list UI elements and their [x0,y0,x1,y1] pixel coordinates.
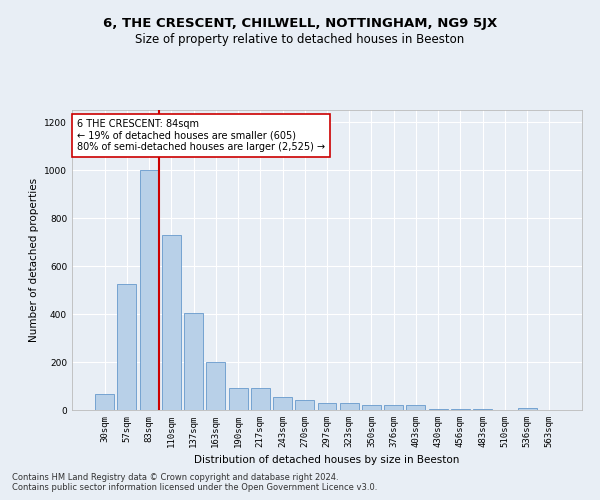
Bar [95,394,114,410]
Bar [140,170,158,410]
Text: Contains HM Land Registry data © Crown copyright and database right 2024.: Contains HM Land Registry data © Crown c… [12,472,338,482]
Bar [362,405,381,410]
Bar [206,362,225,410]
Bar [518,408,536,410]
Bar [451,409,470,410]
Bar [317,403,337,410]
Text: Contains public sector information licensed under the Open Government Licence v3: Contains public sector information licen… [12,484,377,492]
Bar [229,388,248,410]
Y-axis label: Number of detached properties: Number of detached properties [29,178,38,342]
Text: Size of property relative to detached houses in Beeston: Size of property relative to detached ho… [136,32,464,46]
Bar [162,235,181,410]
Bar [429,409,448,410]
Bar [340,403,359,410]
Bar [251,388,270,410]
Bar [473,409,492,410]
X-axis label: Distribution of detached houses by size in Beeston: Distribution of detached houses by size … [194,456,460,466]
Bar [273,397,292,410]
Bar [406,405,425,410]
Text: 6, THE CRESCENT, CHILWELL, NOTTINGHAM, NG9 5JX: 6, THE CRESCENT, CHILWELL, NOTTINGHAM, N… [103,18,497,30]
Text: 6 THE CRESCENT: 84sqm
← 19% of detached houses are smaller (605)
80% of semi-det: 6 THE CRESCENT: 84sqm ← 19% of detached … [77,119,325,152]
Bar [295,400,314,410]
Bar [118,284,136,410]
Bar [184,313,203,410]
Bar [384,405,403,410]
